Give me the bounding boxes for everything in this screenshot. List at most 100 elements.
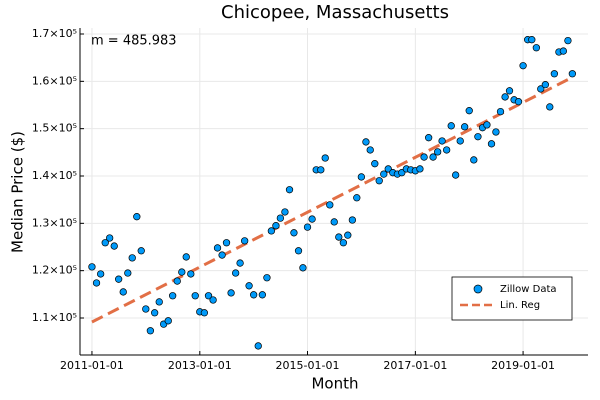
data-point: [250, 291, 258, 299]
data-point: [505, 87, 514, 95]
data-point: [330, 218, 338, 226]
data-point: [438, 137, 446, 145]
annotation: m = 485.983: [91, 34, 177, 49]
data-point: [568, 70, 577, 78]
data-point: [227, 289, 235, 297]
data-point: [487, 140, 496, 148]
data-point: [290, 229, 298, 237]
data-point: [308, 215, 316, 223]
data-point: [317, 166, 325, 174]
data-point: [204, 292, 213, 300]
data-point: [559, 47, 568, 55]
data-point: [182, 253, 190, 261]
data-point: [492, 128, 500, 136]
data-point: [142, 305, 150, 313]
data-point: [258, 291, 267, 299]
data-point: [124, 269, 132, 277]
x-tick-label: 2017-01-01: [383, 359, 447, 372]
data-point: [263, 274, 271, 282]
data-point: [375, 177, 383, 185]
data-point: [128, 254, 136, 262]
data-point: [528, 36, 536, 44]
data-point: [496, 107, 505, 116]
y-tick-label: 1.7×10⁵: [32, 27, 77, 40]
y-tick-label: 1.4×10⁵: [32, 169, 77, 182]
data-point: [443, 146, 451, 154]
data-point: [546, 103, 554, 111]
data-point: [339, 239, 348, 247]
data-point: [366, 146, 374, 154]
data-point: [416, 165, 424, 173]
data-point: [267, 227, 276, 235]
data-point: [236, 259, 244, 267]
data-point: [541, 81, 550, 89]
data-point: [133, 213, 141, 221]
data-point: [294, 247, 303, 255]
y-tick-label: 1.1×10⁵: [32, 311, 77, 324]
data-point: [110, 242, 118, 250]
data-point: [461, 123, 469, 131]
data-point: [173, 277, 181, 285]
data-point: [429, 153, 437, 161]
data-point: [514, 98, 523, 106]
data-point: [425, 134, 433, 142]
x-tick-label: 2011-01-01: [60, 359, 124, 372]
data-point: [97, 270, 105, 278]
data-point: [222, 239, 231, 247]
data-point: [465, 107, 473, 115]
data-point: [281, 208, 289, 216]
data-point: [321, 154, 329, 162]
data-point: [447, 122, 455, 130]
data-point: [92, 279, 101, 287]
data-point: [137, 247, 145, 255]
x-tick-label: 2019-01-01: [491, 359, 555, 372]
data-point: [299, 264, 307, 272]
data-point: [335, 233, 343, 241]
data-point: [146, 327, 155, 335]
x-tick-label: 2013-01-01: [168, 359, 232, 372]
data-point: [88, 263, 96, 271]
data-point: [119, 288, 127, 296]
data-point: [353, 194, 361, 202]
data-point: [362, 138, 370, 146]
data-point: [254, 342, 262, 350]
chart-title: Chicopee, Massachusetts: [221, 2, 449, 23]
data-point: [357, 173, 366, 181]
data-point: [285, 186, 294, 194]
data-point: [456, 137, 464, 145]
data-point: [276, 214, 285, 222]
data-point: [151, 309, 159, 317]
data-point: [164, 317, 172, 325]
data-point: [155, 298, 163, 306]
data-point: [245, 282, 253, 290]
data-point: [232, 269, 240, 277]
legend-label: Lin. Reg: [500, 300, 540, 311]
data-point: [501, 93, 509, 101]
data-point: [371, 160, 379, 168]
legend-label: Zillow Data: [500, 284, 557, 295]
data-point: [191, 292, 199, 300]
data-point: [532, 44, 541, 52]
y-tick-label: 1.6×10⁵: [32, 74, 77, 87]
data-point: [218, 251, 226, 259]
data-point: [380, 170, 388, 178]
data-point: [178, 268, 186, 276]
data-point: [241, 237, 249, 245]
legend-box: [451, 276, 573, 321]
data-point: [213, 244, 222, 252]
data-point: [106, 234, 114, 242]
y-tick-label: 1.3×10⁵: [32, 216, 77, 229]
data-point: [452, 171, 460, 179]
data-point: [326, 201, 334, 209]
data-point: [115, 275, 123, 283]
data-point: [550, 70, 559, 78]
data-point: [303, 223, 312, 231]
data-point: [209, 296, 217, 304]
data-point: [564, 36, 572, 45]
y-tick-label: 1.2×10⁵: [32, 264, 77, 277]
x-axis-label: Month: [311, 375, 358, 393]
data-point: [434, 148, 442, 156]
data-point: [348, 216, 357, 224]
x-tick-label: 2015-01-01: [276, 359, 340, 372]
